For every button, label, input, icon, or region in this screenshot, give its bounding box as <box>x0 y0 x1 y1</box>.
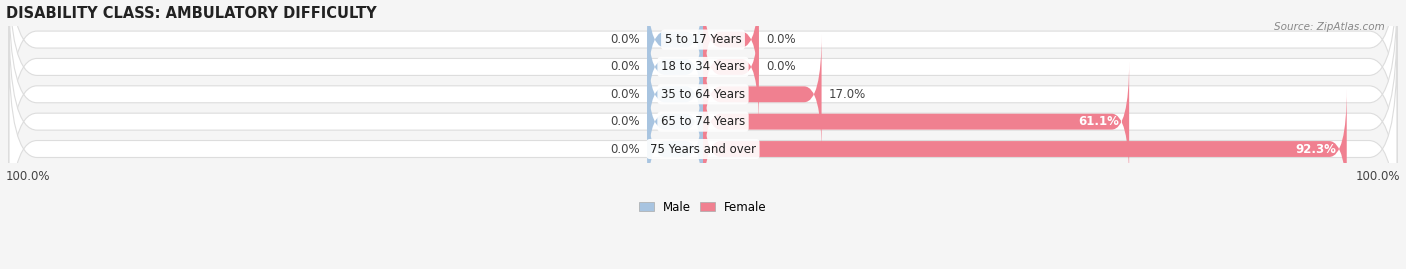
FancyBboxPatch shape <box>703 89 1347 210</box>
Text: 75 Years and over: 75 Years and over <box>650 143 756 155</box>
FancyBboxPatch shape <box>647 6 703 128</box>
FancyBboxPatch shape <box>8 21 1398 223</box>
Text: 0.0%: 0.0% <box>766 61 796 73</box>
Text: 0.0%: 0.0% <box>766 33 796 46</box>
FancyBboxPatch shape <box>8 0 1398 140</box>
Text: Source: ZipAtlas.com: Source: ZipAtlas.com <box>1274 22 1385 31</box>
FancyBboxPatch shape <box>647 0 703 100</box>
Text: 0.0%: 0.0% <box>610 115 640 128</box>
Text: 17.0%: 17.0% <box>828 88 866 101</box>
Text: 92.3%: 92.3% <box>1295 143 1336 155</box>
FancyBboxPatch shape <box>647 89 703 210</box>
FancyBboxPatch shape <box>8 48 1398 250</box>
Text: 35 to 64 Years: 35 to 64 Years <box>661 88 745 101</box>
FancyBboxPatch shape <box>8 0 1398 168</box>
Text: 0.0%: 0.0% <box>610 143 640 155</box>
Legend: Male, Female: Male, Female <box>634 196 772 218</box>
FancyBboxPatch shape <box>647 34 703 155</box>
FancyBboxPatch shape <box>647 61 703 182</box>
FancyBboxPatch shape <box>8 0 1398 195</box>
Text: 5 to 17 Years: 5 to 17 Years <box>665 33 741 46</box>
Text: 18 to 34 Years: 18 to 34 Years <box>661 61 745 73</box>
Text: 100.0%: 100.0% <box>6 169 51 183</box>
FancyBboxPatch shape <box>703 6 759 128</box>
FancyBboxPatch shape <box>703 61 1129 182</box>
Text: 65 to 74 Years: 65 to 74 Years <box>661 115 745 128</box>
FancyBboxPatch shape <box>703 34 821 155</box>
Text: DISABILITY CLASS: AMBULATORY DIFFICULTY: DISABILITY CLASS: AMBULATORY DIFFICULTY <box>6 6 377 20</box>
Text: 0.0%: 0.0% <box>610 61 640 73</box>
FancyBboxPatch shape <box>703 0 759 100</box>
Text: 0.0%: 0.0% <box>610 33 640 46</box>
Text: 0.0%: 0.0% <box>610 88 640 101</box>
Text: 100.0%: 100.0% <box>1355 169 1400 183</box>
Text: 61.1%: 61.1% <box>1078 115 1119 128</box>
